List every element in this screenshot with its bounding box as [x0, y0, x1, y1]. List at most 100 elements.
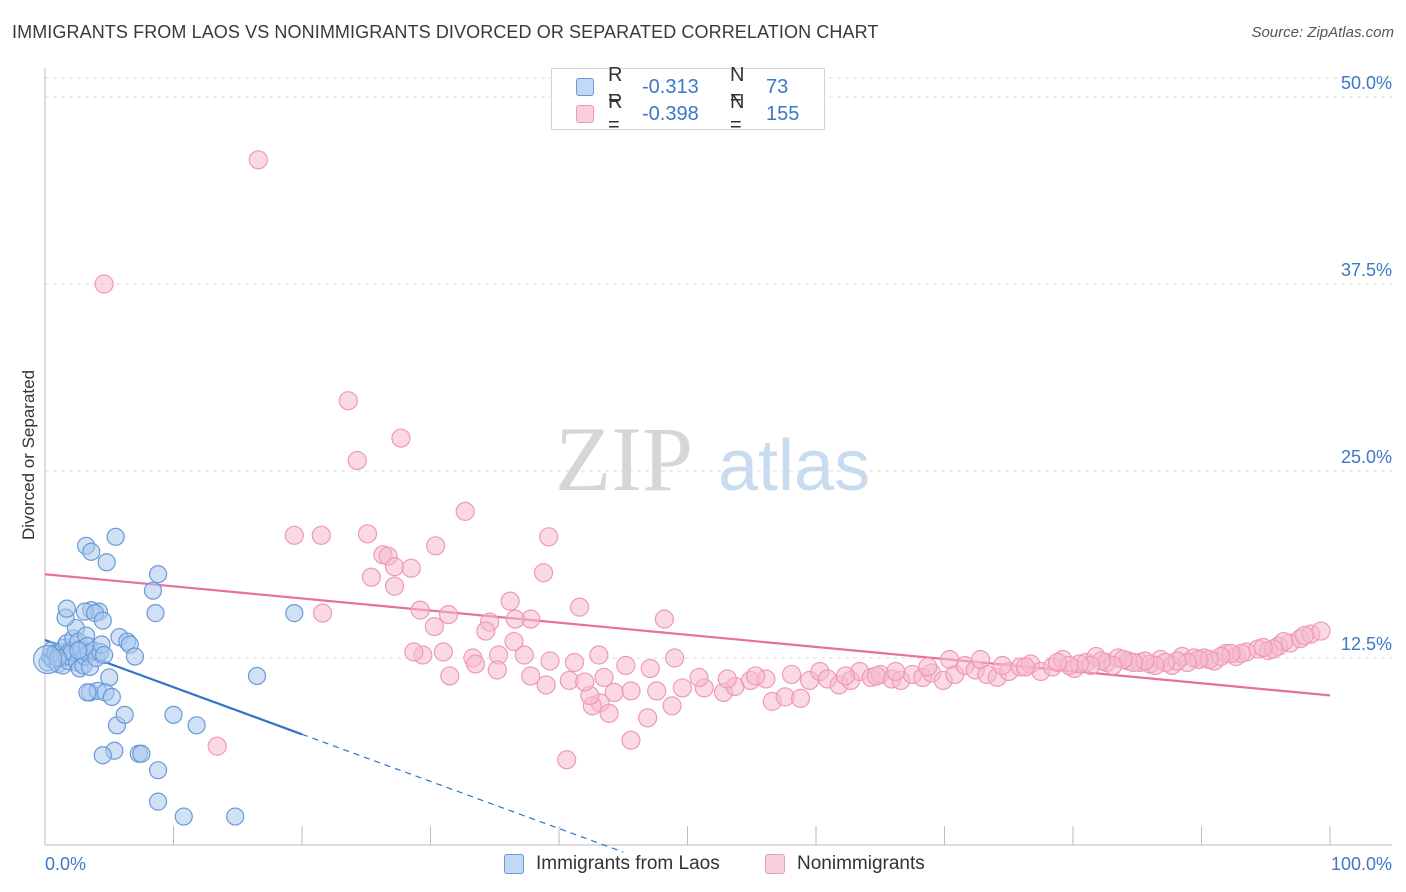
series-swatch-nonimmigrants — [765, 854, 785, 874]
point-laos — [69, 641, 88, 660]
point-nonimmigrants — [790, 688, 811, 708]
legend-r-value: -0.313 — [642, 75, 699, 98]
point-nonimmigrants — [589, 645, 609, 665]
y-tick-label: 37.5% — [1341, 260, 1392, 280]
point-nonimmigrants — [401, 558, 421, 578]
x-tick-label-end: 100.0% — [1331, 854, 1392, 874]
point-nonimmigrants — [487, 660, 507, 680]
point-nonimmigrants — [654, 609, 674, 629]
legend-n-value: 73 — [766, 75, 789, 98]
point-laos — [226, 807, 245, 826]
point-laos-cluster — [32, 644, 63, 675]
point-nonimmigrants — [284, 525, 304, 545]
series-label-nonimmigrants: Nonimmigrants — [797, 853, 925, 874]
point-nonimmigrants — [672, 678, 692, 698]
point-nonimmigrants — [866, 666, 886, 686]
point-nonimmigrants — [616, 655, 636, 676]
legend-row-laos: R = -0.313 N = 73 — [576, 64, 789, 109]
point-nonimmigrants — [410, 600, 430, 620]
point-laos — [95, 645, 114, 665]
watermark-zip: ZIP — [555, 408, 693, 510]
point-nonimmigrants — [311, 525, 331, 545]
point-nonimmigrants — [455, 501, 475, 521]
point-nonimmigrants — [505, 609, 525, 629]
point-laos — [285, 604, 304, 623]
point-nonimmigrants — [638, 708, 658, 728]
point-nonimmigrants — [391, 428, 411, 448]
series-legend-nonimmigrants[interactable]: Nonimmigrants — [765, 851, 925, 877]
point-nonimmigrants — [1047, 652, 1068, 673]
point-laos — [148, 792, 168, 811]
legend-row-nonimmigrants: R = -0.398 N = 155 — [576, 91, 799, 136]
point-nonimmigrants — [970, 649, 991, 670]
point-nonimmigrants — [338, 391, 358, 411]
point-nonimmigrants — [357, 524, 378, 544]
series-legend-laos[interactable]: Immigrants from Laos — [504, 851, 720, 877]
point-nonimmigrants — [940, 649, 960, 670]
trend-line-nonimmigrants — [44, 573, 1331, 697]
point-nonimmigrants — [835, 666, 856, 686]
x-tick-label-start: 0.0% — [45, 854, 86, 874]
trend-line-laos-extension — [301, 733, 624, 853]
point-nonimmigrants — [918, 657, 938, 677]
chart-title: IMMIGRANTS FROM LAOS VS NONIMMIGRANTS DI… — [12, 22, 879, 42]
point-nonimmigrants — [689, 667, 709, 688]
point-laos — [78, 683, 97, 702]
point-nonimmigrants — [500, 591, 520, 611]
point-nonimmigrants — [514, 645, 534, 665]
point-nonimmigrants — [1294, 625, 1314, 646]
point-nonimmigrants — [665, 648, 685, 668]
point-nonimmigrants — [207, 736, 227, 756]
point-nonimmigrants — [347, 450, 367, 471]
tick-labels: 12.5% 25.0% 37.5% 50.0% 0.0% 100.0% — [45, 73, 1392, 874]
axes — [44, 68, 1392, 846]
point-laos — [164, 705, 183, 724]
point-nonimmigrants — [557, 750, 577, 770]
point-nonimmigrants — [621, 681, 641, 701]
point-nonimmigrants — [361, 567, 381, 587]
legend-n-label: N = — [730, 91, 745, 136]
legend-r-label: R = — [608, 64, 623, 109]
legend-r-label: R = — [608, 91, 623, 136]
legend-r-value: -0.398 — [642, 102, 699, 125]
point-nonimmigrants — [438, 605, 459, 625]
point-nonimmigrants — [992, 655, 1012, 676]
point-nonimmigrants — [662, 696, 682, 716]
point-nonimmigrants — [1015, 657, 1036, 677]
point-nonimmigrants — [521, 666, 541, 686]
stats-legend: R = -0.313 N = 73 R = -0.398 N = 155 — [551, 64, 825, 136]
point-laos — [174, 807, 193, 826]
point-nonimmigrants — [440, 666, 460, 686]
point-nonimmigrants — [424, 616, 444, 637]
point-nonimmigrants — [533, 563, 554, 583]
point-laos — [132, 744, 151, 763]
point-laos — [143, 581, 163, 600]
point-laos — [187, 716, 206, 735]
point-nonimmigrants — [594, 667, 614, 688]
point-nonimmigrants — [1311, 621, 1331, 641]
point-nonimmigrants — [886, 661, 906, 682]
point-laos — [106, 527, 125, 546]
legend-swatch-laos — [576, 78, 594, 96]
watermark-atlas: atlas — [718, 426, 870, 506]
point-nonimmigrants — [248, 150, 268, 170]
point-nonimmigrants — [465, 654, 486, 674]
source-credit: Source: ZipAtlas.com — [1251, 24, 1394, 41]
y-tick-label: 50.0% — [1341, 73, 1392, 93]
y-tick-label: 25.0% — [1341, 447, 1392, 467]
point-nonimmigrants — [781, 664, 802, 685]
point-laos — [102, 687, 121, 706]
point-nonimmigrants — [384, 576, 405, 596]
point-laos — [125, 647, 145, 666]
point-laos — [146, 604, 165, 623]
point-laos — [148, 565, 168, 584]
point-laos — [148, 761, 168, 780]
data-points — [32, 150, 1331, 826]
point-nonimmigrants — [564, 652, 585, 673]
point-nonimmigrants — [94, 274, 114, 294]
point-nonimmigrants — [717, 669, 737, 689]
grid-lines — [45, 77, 1392, 659]
point-nonimmigrants — [312, 603, 333, 623]
series-swatch-laos — [504, 854, 524, 874]
